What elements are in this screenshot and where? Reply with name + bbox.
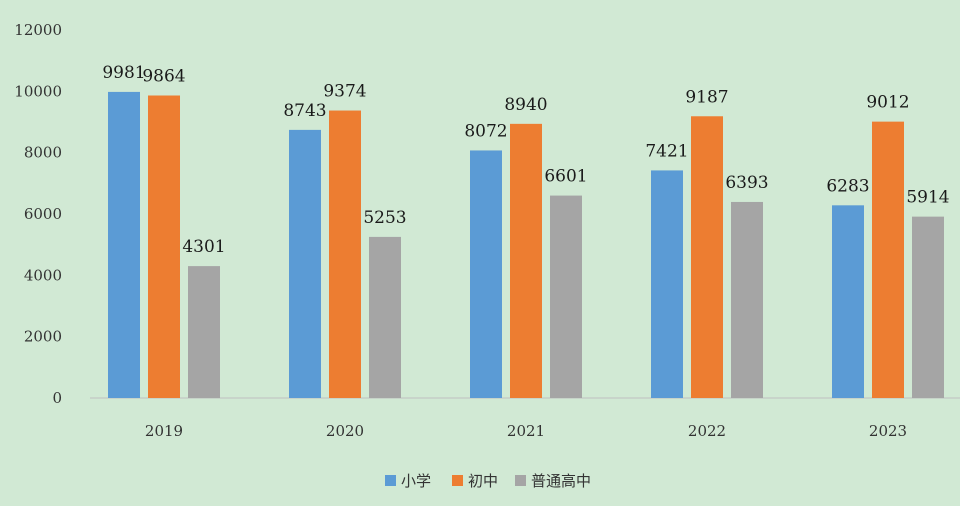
legend-swatch [385,475,396,486]
x-tick-label: 2021 [507,422,545,440]
bar-2019-小学 [108,91,140,398]
x-tick-label: 2022 [688,422,726,440]
bar-2020-普通高中 [369,236,401,398]
bar-2022-小学 [651,170,683,398]
y-tick-label: 4000 [24,266,62,284]
legend-label: 小学 [401,472,431,490]
data-label: 9374 [323,82,366,102]
bar-2023-小学 [832,205,864,398]
y-tick-label: 8000 [24,144,62,162]
legend-swatch [515,475,526,486]
bar-2021-小学 [470,150,502,398]
x-tick-label: 2020 [326,422,364,440]
legend-label: 普通高中 [531,472,591,490]
data-label: 4301 [182,237,225,257]
data-label: 8940 [504,95,547,115]
data-label: 9012 [866,93,909,113]
data-label: 6393 [725,173,768,193]
bar-2023-初中 [872,121,904,398]
data-label: 7421 [645,141,688,161]
bar-2020-初中 [329,110,361,398]
bar-2019-初中 [148,95,180,398]
x-tick-label: 2023 [869,422,907,440]
legend-label: 初中 [468,472,498,490]
data-label: 9981 [102,63,145,83]
bar-2022-普通高中 [731,201,763,398]
y-tick-label: 2000 [24,328,62,346]
x-tick-label: 2019 [145,422,183,440]
y-tick-label: 12000 [14,21,62,39]
data-label: 8072 [464,121,507,141]
data-label: 9864 [142,67,185,87]
y-tick-label: 10000 [14,82,62,100]
data-label: 8743 [283,101,326,121]
y-tick-label: 0 [52,389,62,407]
y-tick-label: 6000 [24,205,62,223]
bar-2020-小学 [289,129,321,398]
data-label: 6601 [544,167,587,187]
data-label: 6283 [826,176,869,196]
y-axis: 0 2000 4000 6000 8000 10000 12000 [14,21,62,407]
bar-2021-普通高中 [550,195,582,398]
data-label: 5914 [906,188,949,208]
bar-2021-初中 [510,123,542,398]
data-label: 5253 [363,208,406,228]
x-axis: 2019 2020 2021 2022 2023 [145,422,907,440]
bar-2023-普通高中 [912,216,944,398]
data-label: 9187 [685,87,728,107]
bar-2019-普通高中 [188,266,220,398]
legend-swatch [452,475,463,486]
bar-2022-初中 [691,116,723,399]
legend: 小学 初中 普通高中 [385,472,591,490]
bars-group [108,91,944,399]
